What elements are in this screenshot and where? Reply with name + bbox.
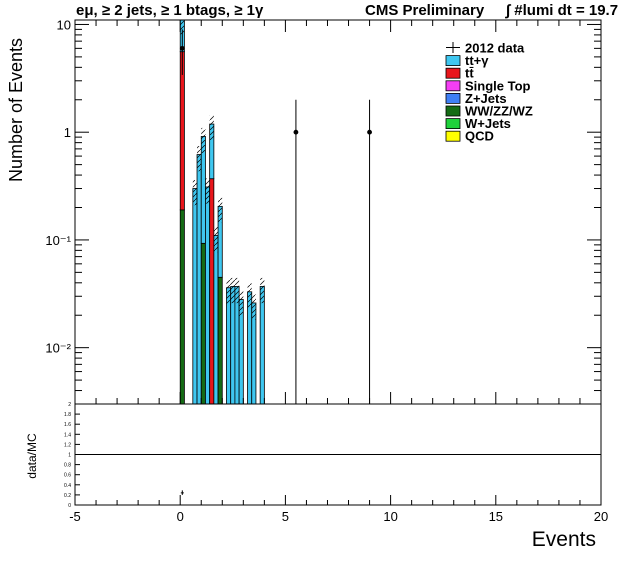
stack-bar-segment: [205, 186, 211, 404]
experiment-label: CMS Preliminary: [365, 2, 485, 19]
uncertainty-band: [226, 279, 231, 305]
data-point: [293, 129, 299, 135]
data-point: [179, 45, 185, 51]
stack-bar-segment: [209, 178, 215, 404]
legend-label: W+Jets: [465, 116, 511, 131]
uncertainty-band: [209, 115, 214, 141]
axis-titles: Number of Events data/MC Events: [6, 38, 596, 551]
lumi-label: ∫ #lumi dt = 19.7: [506, 2, 619, 19]
legend-label: Single Top: [465, 78, 531, 93]
stack-bar-segment: [196, 154, 202, 404]
legend-swatch: [445, 118, 461, 129]
legend-label: 2012 data: [465, 41, 525, 56]
stack-bar-segment: [217, 276, 223, 404]
stack-bar-segment: [247, 291, 253, 404]
ratio-y-tick-label: 2: [68, 402, 71, 408]
stack-bar-segment: [179, 51, 185, 211]
legend-label: QCD: [465, 129, 494, 144]
legend-swatch: [445, 80, 461, 92]
uncertainty-band: [192, 179, 198, 206]
x-tick-label: 10: [383, 509, 397, 524]
uncertainty-band: [218, 197, 223, 224]
ratio-y-tick-label: 1: [68, 453, 71, 459]
x-axis-title: Events: [532, 528, 596, 551]
ratio-y-tick-label: 0: [68, 503, 71, 509]
uncertainty-band: [180, 20, 185, 35]
uncertainty-band: [234, 277, 240, 304]
x-tick-label: 20: [594, 509, 608, 524]
y-tick-label: 10: [57, 17, 71, 32]
stack-bars: [179, 20, 372, 404]
ratio-y-tick-label: 1.8: [64, 412, 71, 418]
uncertainty-band: [213, 226, 219, 253]
uncertainty-band: [230, 277, 235, 304]
ratio-y-tick-label: 1.4: [64, 432, 71, 438]
stack-bar-segment: [192, 188, 198, 404]
stack-bar-segment: [179, 209, 185, 404]
legend-label: WW/ZZ/WZ: [465, 104, 533, 119]
legend-label: Z+Jets: [465, 91, 507, 106]
uncertainty-band: [251, 294, 256, 320]
ratio-y-tick-label: 0.4: [64, 483, 71, 489]
ratio-y-axis-title: data/MC: [25, 433, 39, 479]
stack-bar-segment: [259, 286, 265, 404]
main-plot: 10 1 10⁻¹ 10⁻²: [45, 17, 602, 405]
ratio-y-tick-label: 1.2: [64, 442, 71, 448]
uncertainty-band: [205, 178, 210, 204]
uncertainty-band: [197, 146, 202, 172]
y-tick-label: 10⁻¹: [45, 233, 71, 248]
legend-swatch: [445, 93, 461, 104]
uncertainty-band: [247, 283, 252, 309]
ratio-plot: 00.20.40.60.811.21.41.61.82-5 0 5 10 15 20: [64, 402, 608, 524]
selection-label: eμ, ≥ 2 jets, ≥ 1 btags, ≥ 1γ: [76, 2, 264, 19]
data-point: [367, 129, 372, 135]
stack-bar-segment: [234, 286, 240, 404]
y-tick-label: 1: [64, 125, 71, 140]
legend-swatch: [445, 105, 461, 117]
stack-bar-segment: [213, 235, 219, 404]
x-tick-label: 15: [489, 509, 503, 524]
stack-bar-segment: [200, 242, 206, 404]
legend-label: tt+γ: [465, 53, 489, 68]
ratio-y-tick-label: 0.2: [64, 493, 71, 499]
stack-bar-segment: [230, 286, 236, 404]
uncertainty-band: [239, 290, 244, 317]
ratio-y-tick-label: 0.8: [64, 463, 71, 469]
y-axis-title: Number of Events: [6, 38, 26, 182]
x-tick-label: 0: [177, 509, 184, 524]
uncertainty-band: [201, 127, 206, 154]
legend-swatch: [445, 130, 461, 142]
legend-swatch: [445, 55, 461, 66]
ratio-y-tick-label: 1.6: [64, 422, 71, 428]
x-tick-label: 5: [282, 509, 289, 524]
legend-label: tt̄: [465, 66, 474, 81]
y-tick-label: 10⁻²: [45, 341, 71, 356]
ratio-y-tick-label: 0.6: [64, 473, 71, 479]
x-tick-label: -5: [69, 509, 81, 524]
uncertainty-band: [260, 277, 265, 304]
legend-swatch: [445, 67, 461, 79]
stack-bar-segment: [226, 287, 232, 404]
